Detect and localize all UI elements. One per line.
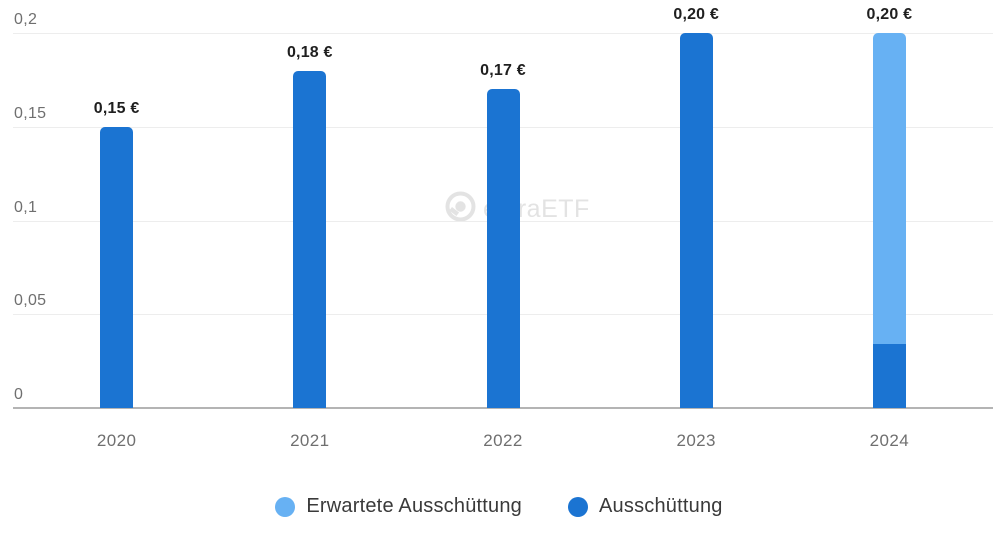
bar-2021-aussch-ttung[interactable] bbox=[293, 70, 327, 408]
bar-2020-aussch-ttung[interactable] bbox=[100, 126, 134, 408]
x-axis-line bbox=[13, 407, 993, 409]
x-axis-tick-label: 2021 bbox=[290, 431, 330, 450]
legend-item-erwartete-ausschuettung[interactable]: Erwartete Ausschüttung bbox=[275, 495, 522, 518]
x-axis-tick-label: 2022 bbox=[483, 431, 523, 450]
gridline bbox=[13, 33, 993, 34]
legend-dot-light-blue-icon bbox=[275, 496, 296, 517]
y-axis-tick-label: 0,2 bbox=[14, 11, 38, 28]
x-axis-tick-label: 2024 bbox=[869, 431, 910, 450]
y-axis-tick-label: 0,1 bbox=[14, 198, 38, 216]
bar-2024-erwartete-aussch-ttung[interactable] bbox=[872, 33, 906, 345]
legend-item-ausschuettung[interactable]: Ausschüttung bbox=[568, 495, 723, 518]
bar-2024-aussch-ttung[interactable] bbox=[872, 344, 906, 408]
bar-2023-aussch-ttung[interactable] bbox=[679, 33, 713, 408]
bar-value-label: 0,18 € bbox=[286, 43, 333, 61]
extraetf-logo-watermark-icon bbox=[445, 191, 476, 227]
x-axis-tick-label: 2023 bbox=[676, 431, 716, 450]
legend-item-label: Erwartete Ausschüttung bbox=[306, 495, 523, 517]
bar-value-label: 0,17 € bbox=[480, 62, 526, 80]
bar-value-label: 0,20 € bbox=[866, 6, 913, 23]
y-axis-tick-label: 0,05 bbox=[14, 292, 47, 310]
bar-value-label: 0,15 € bbox=[93, 99, 140, 117]
bar-value-label: 0,20 € bbox=[673, 6, 720, 23]
y-axis-tick-label: 0 bbox=[14, 386, 24, 403]
bar-2022-aussch-ttung[interactable] bbox=[486, 89, 520, 408]
y-axis-tick-label: 0,15 bbox=[14, 104, 47, 122]
legend-dot-dark-blue-icon bbox=[568, 496, 589, 517]
legend-item-label: Ausschüttung bbox=[599, 495, 723, 517]
legend: Erwartete Ausschüttung Ausschüttung bbox=[0, 495, 998, 518]
x-axis-tick-label: 2020 bbox=[96, 431, 137, 450]
